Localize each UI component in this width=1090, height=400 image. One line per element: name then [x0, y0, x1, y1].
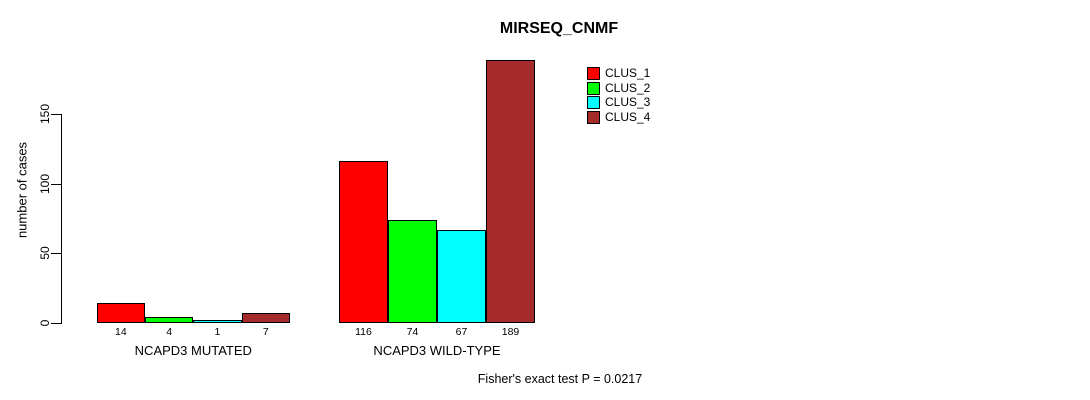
y-tick: [51, 183, 61, 185]
legend-label: CLUS_4: [605, 110, 651, 125]
y-tick-label: 100: [38, 173, 52, 194]
chart-title: MIRSEQ_CNMF: [499, 20, 619, 37]
y-tick-label: 50: [38, 246, 52, 261]
y-tick-label: 0: [38, 319, 52, 327]
legend-label: CLUS_2: [605, 80, 651, 95]
legend-swatch: [587, 81, 600, 95]
bar: [339, 161, 388, 323]
legend-row: CLUS_2: [587, 80, 651, 95]
bar-value-label: 7: [262, 326, 269, 338]
legend-row: CLUS_3: [587, 95, 651, 110]
y-tick: [51, 323, 61, 324]
bar: [193, 320, 242, 323]
legend-swatch: [587, 111, 600, 125]
bar: [388, 220, 437, 323]
legend-label: CLUS_3: [605, 95, 651, 110]
bar-value-label: 4: [166, 326, 173, 338]
bar: [241, 313, 290, 323]
bar-value-label: 74: [406, 326, 419, 338]
bar: [437, 230, 486, 323]
bar-value-label: 67: [455, 326, 468, 338]
y-axis-line: [61, 114, 62, 324]
y-tick: [51, 253, 61, 255]
y-tick: [51, 114, 61, 115]
legend-swatch: [587, 67, 600, 80]
y-tick-label: 150: [38, 103, 52, 125]
legend-row: CLUS_4: [587, 110, 651, 125]
bar: [486, 60, 535, 323]
bar-value-label: 14: [114, 326, 127, 338]
legend-label: CLUS_1: [605, 66, 651, 80]
y-axis-title: number of cases: [14, 141, 30, 239]
legend-row: CLUS_1: [587, 67, 650, 80]
group-label: NCAPD3 MUTATED: [134, 343, 252, 358]
bar-value-label: 1: [214, 326, 221, 338]
bar: [145, 317, 194, 323]
group-label: NCAPD3 WILD-TYPE: [373, 343, 501, 358]
p-value-annotation: Fisher's exact test P = 0.0217: [477, 372, 643, 386]
legend-swatch: [587, 96, 600, 110]
bar-value-label: 189: [501, 326, 520, 338]
bar-value-label: 116: [355, 326, 372, 338]
legend: CLUS_1 CLUS_2 CLUS_3 CLUS_4: [587, 67, 650, 126]
bar: [96, 303, 145, 323]
